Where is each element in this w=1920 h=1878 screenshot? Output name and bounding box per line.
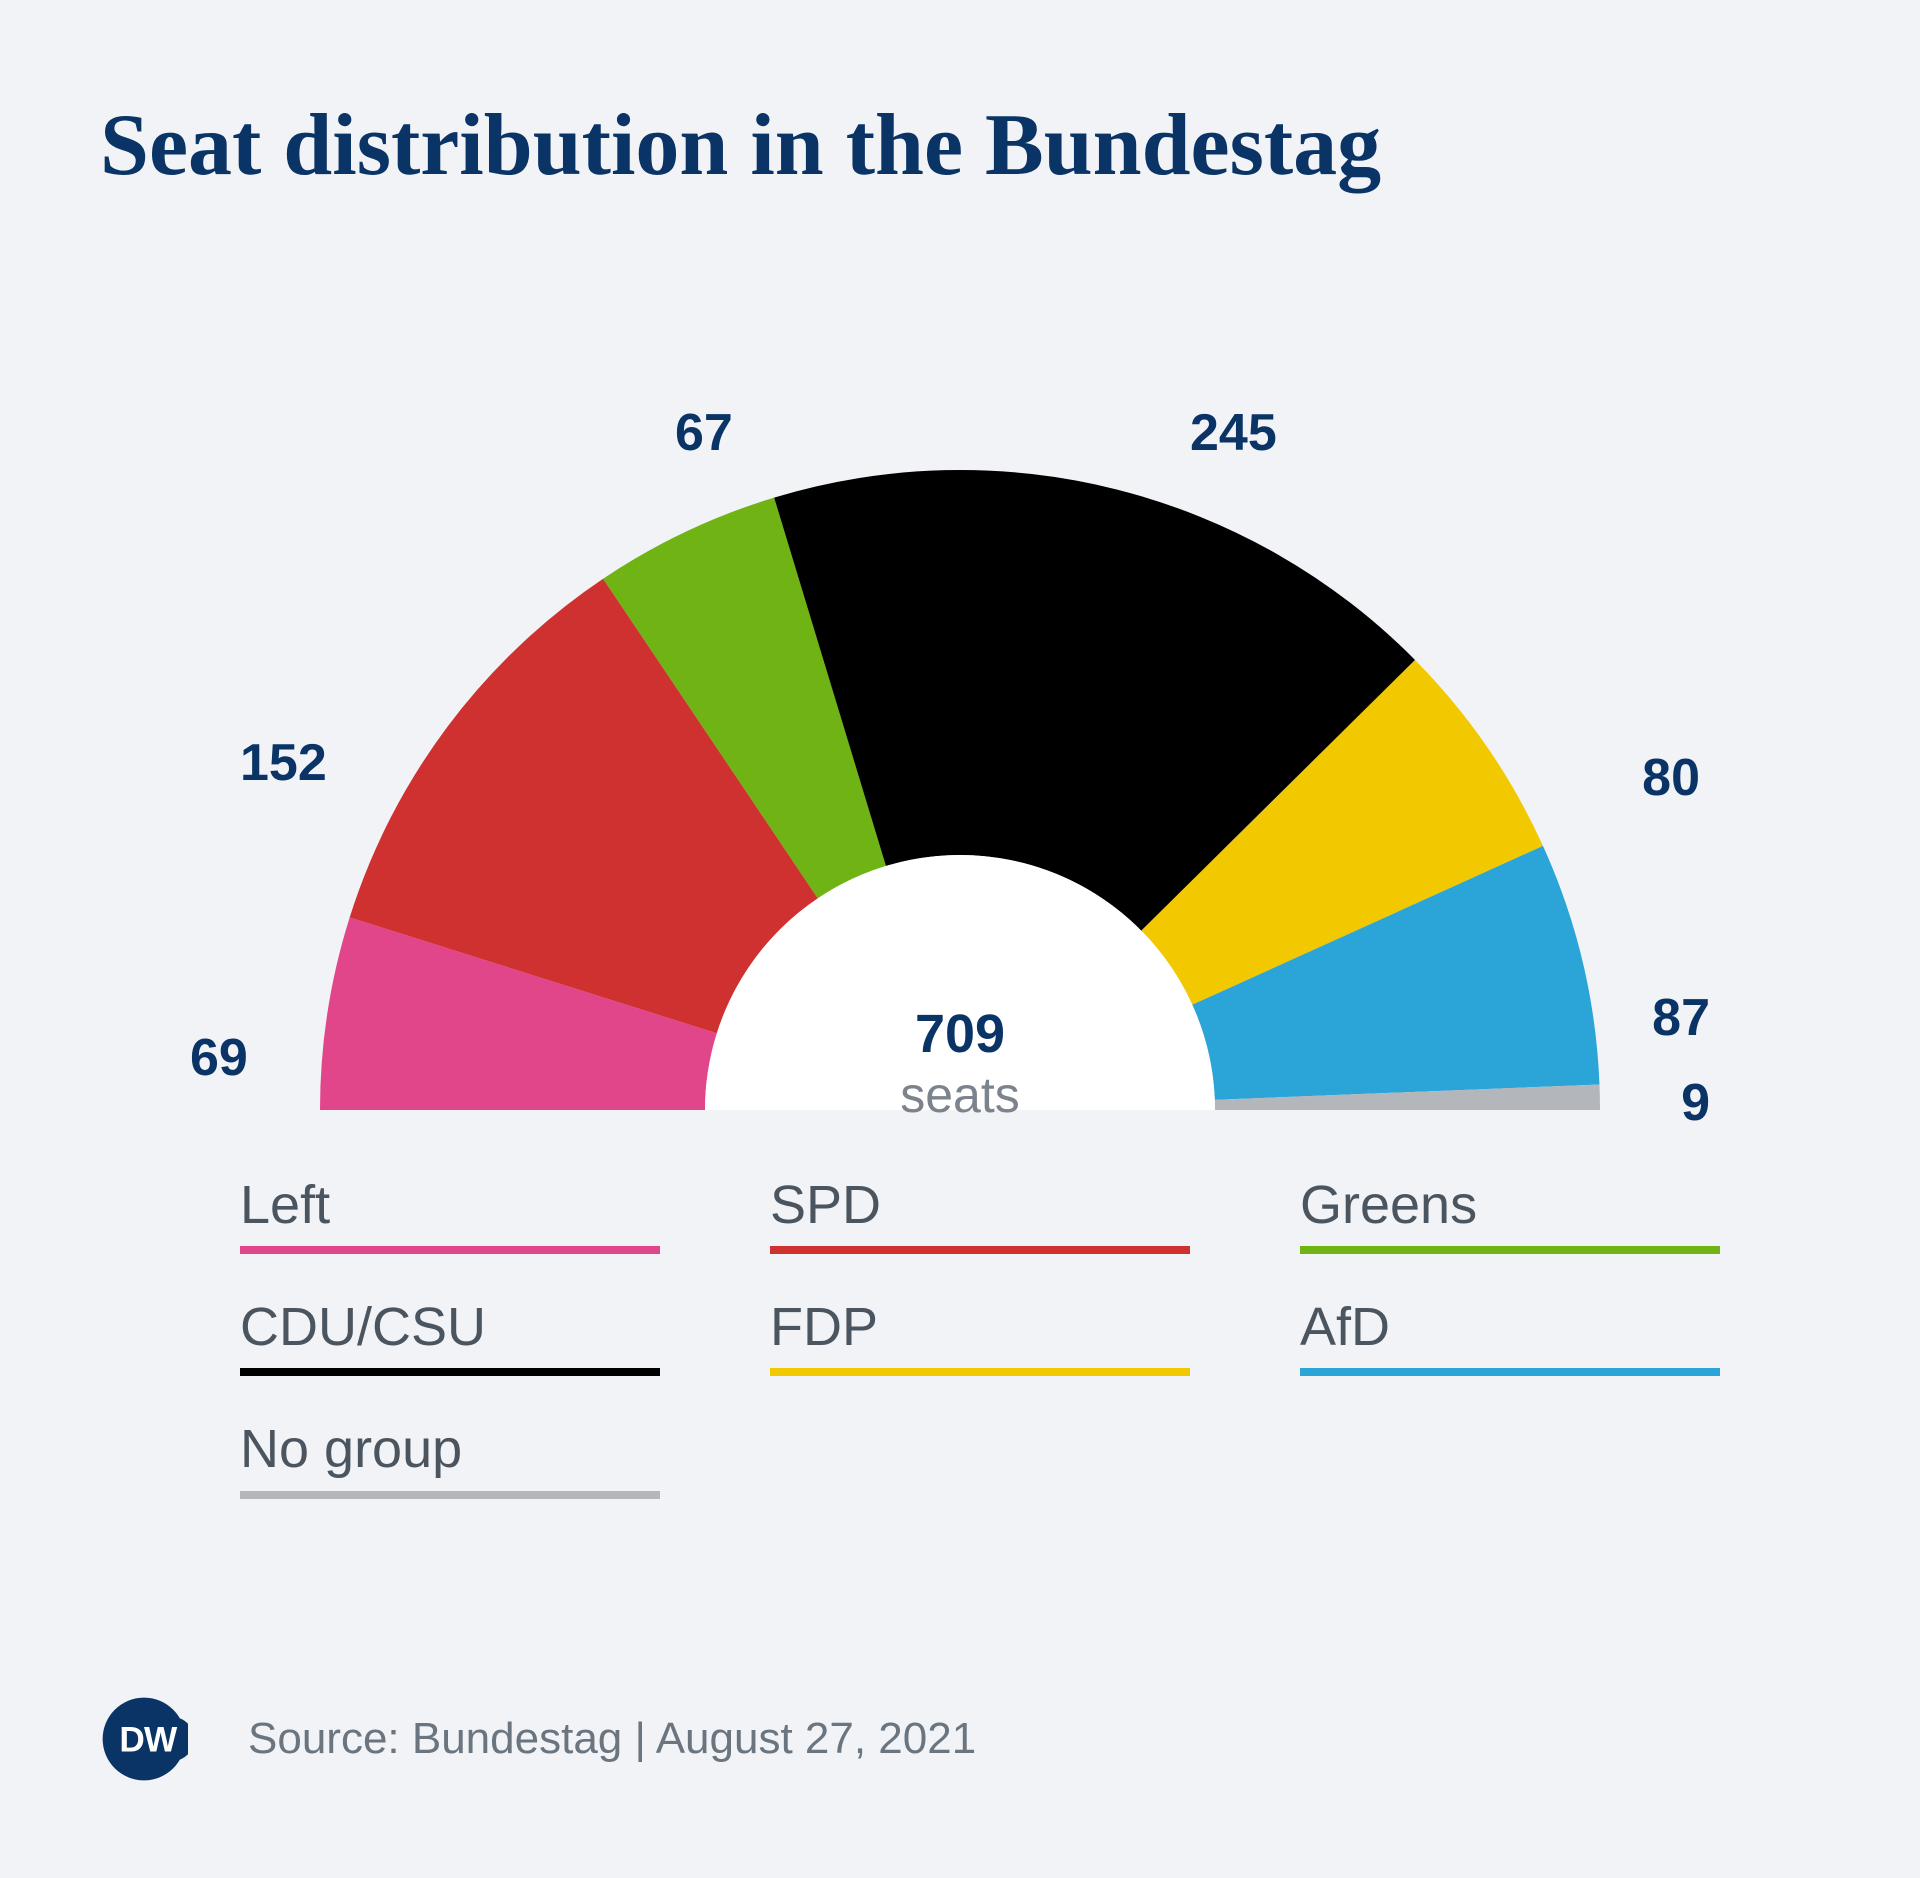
- value-label: 69: [190, 1029, 248, 1087]
- value-label: 152: [240, 734, 327, 792]
- total-value: 709: [915, 1004, 1005, 1064]
- legend-label: FDP: [770, 1292, 1190, 1368]
- total-label: seats: [900, 1067, 1020, 1123]
- value-label: 80: [1642, 749, 1700, 807]
- source-text: Source: Bundestag | August 27, 2021: [248, 1714, 976, 1764]
- legend-label: Greens: [1300, 1170, 1720, 1246]
- legend-swatch: [770, 1246, 1190, 1254]
- legend-item-cdu-csu: CDU/CSU: [240, 1292, 660, 1376]
- legend-swatch: [240, 1368, 660, 1376]
- legend-item-no-group: No group: [240, 1414, 660, 1498]
- legend-item-spd: SPD: [770, 1170, 1190, 1254]
- seat-chart: 709seats691526724580879: [0, 290, 1920, 1110]
- legend-item-fdp: FDP: [770, 1292, 1190, 1376]
- legend-swatch: [770, 1368, 1190, 1376]
- legend-label: Left: [240, 1170, 660, 1246]
- value-label: 87: [1652, 989, 1710, 1047]
- legend-label: CDU/CSU: [240, 1292, 660, 1368]
- legend-swatch: [240, 1491, 660, 1499]
- dw-logo-icon: D W: [100, 1695, 188, 1783]
- svg-text:D: D: [119, 1720, 144, 1759]
- footer: D W Source: Bundestag | August 27, 2021: [100, 1695, 976, 1783]
- legend-swatch: [240, 1246, 660, 1254]
- legend-item-afd: AfD: [1300, 1292, 1720, 1376]
- value-label: 245: [1190, 404, 1277, 462]
- value-label: 67: [675, 404, 733, 462]
- legend-item-left: Left: [240, 1170, 660, 1254]
- legend: Left SPD Greens CDU/CSU FDP AfD No group: [240, 1170, 1720, 1499]
- legend-item-greens: Greens: [1300, 1170, 1720, 1254]
- value-label: 9: [1681, 1074, 1710, 1132]
- legend-swatch: [1300, 1368, 1720, 1376]
- chart-title: Seat distribution in the Bundestag: [100, 95, 1381, 196]
- legend-swatch: [1300, 1246, 1720, 1254]
- legend-label: No group: [240, 1414, 660, 1490]
- legend-label: AfD: [1300, 1292, 1720, 1368]
- legend-label: SPD: [770, 1170, 1190, 1246]
- svg-text:W: W: [144, 1720, 178, 1759]
